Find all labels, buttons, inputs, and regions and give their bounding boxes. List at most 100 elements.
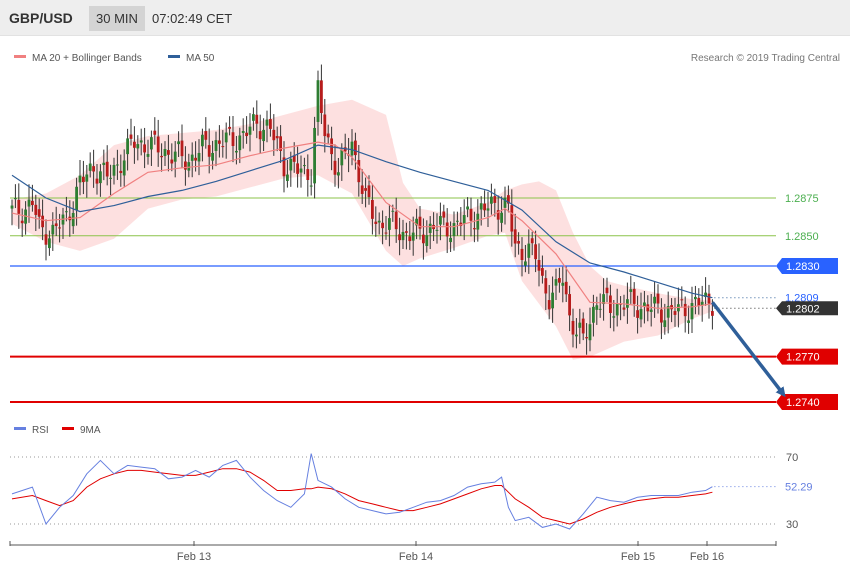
candle-body [381, 222, 384, 229]
candle [456, 211, 459, 236]
candle-body [299, 168, 303, 173]
candle [384, 215, 388, 240]
candle-body [612, 316, 616, 318]
candle [660, 298, 663, 340]
candle [143, 127, 146, 169]
candle-body [700, 301, 704, 306]
candle-body [541, 268, 544, 276]
rsi-legend: RSI 9MA [14, 425, 101, 436]
candle-body [683, 303, 687, 317]
candle [666, 291, 670, 334]
candle [92, 149, 95, 188]
candle [636, 295, 639, 334]
candle [201, 128, 204, 162]
candle [646, 295, 650, 322]
candle-body [466, 206, 469, 210]
candle-body [517, 241, 520, 244]
candle [578, 308, 582, 344]
candle-body [551, 292, 554, 309]
candle-body [534, 244, 537, 260]
candle [139, 128, 143, 156]
candle [568, 285, 571, 332]
candle-body [82, 176, 85, 183]
candle [622, 294, 626, 317]
candle-body [146, 154, 150, 157]
candle-body [306, 169, 310, 181]
candle-body [262, 129, 265, 142]
candle [197, 139, 201, 176]
candle-body [133, 141, 136, 148]
candle-body [422, 234, 425, 244]
candle-body [296, 163, 299, 174]
candle-body [44, 234, 48, 245]
candle-body [235, 150, 238, 153]
ma20-line [11, 141, 713, 309]
legend-ma20-swatch [14, 55, 26, 58]
candle-body [99, 171, 102, 184]
candle [156, 119, 160, 167]
candle-body [649, 309, 653, 312]
candle-body [585, 337, 588, 339]
candle-body [218, 140, 221, 144]
candle-body [510, 205, 514, 232]
candle [496, 195, 500, 235]
candle [503, 186, 507, 225]
candle [109, 164, 112, 196]
candle-body [449, 237, 452, 243]
candle [320, 64, 323, 125]
candle [82, 160, 85, 195]
rsi-level-label-30: 30 [786, 519, 798, 531]
candle [252, 107, 255, 131]
timeframe-badge[interactable]: 30 MIN [89, 6, 145, 31]
candle [561, 266, 565, 303]
candle [683, 296, 687, 333]
legend-rsi-ma-label: 9MA [80, 425, 101, 436]
candle-body [575, 334, 578, 337]
candle-body [469, 208, 473, 221]
candle-body [629, 289, 633, 292]
candle-body [704, 292, 707, 298]
candle [575, 318, 578, 349]
candle-body [524, 261, 527, 266]
candle-body [105, 161, 109, 177]
candle [500, 196, 503, 232]
candle-body [364, 188, 367, 191]
candle [357, 144, 361, 197]
candle-body [224, 132, 228, 143]
candle-body [78, 175, 82, 183]
candle-body [31, 200, 34, 206]
candle-body [490, 196, 493, 204]
candle [20, 208, 24, 237]
candle-body [544, 278, 548, 294]
candle [65, 196, 68, 222]
candle [150, 130, 153, 166]
candle-body [537, 259, 541, 271]
candle-body [578, 322, 582, 328]
candle [445, 208, 449, 254]
candle-body [530, 238, 534, 244]
candle-body [609, 295, 612, 313]
candle [663, 303, 667, 335]
candle-body [17, 199, 21, 214]
last-price-label: 1.2802 [786, 303, 820, 315]
candle-body [547, 300, 551, 310]
candle-body [92, 166, 95, 172]
chart-header: GBP/USD 30 MIN 07:02:49 CET [0, 0, 850, 36]
candle-body [65, 211, 68, 213]
candle [517, 232, 520, 255]
candle-body [452, 223, 456, 237]
candle-body [289, 158, 293, 171]
candle-body [663, 320, 667, 328]
candle-body [51, 224, 55, 235]
candle-body [357, 160, 361, 183]
candle [350, 129, 354, 166]
candle [585, 323, 588, 355]
candle [411, 216, 415, 256]
candle-body [180, 140, 184, 157]
level-label-1.2850: 1.2850 [785, 231, 819, 243]
candle [513, 213, 517, 258]
candle [707, 284, 711, 319]
candle-body [707, 293, 711, 304]
candle-body [190, 154, 194, 161]
symbol-label: GBP/USD [9, 10, 73, 26]
